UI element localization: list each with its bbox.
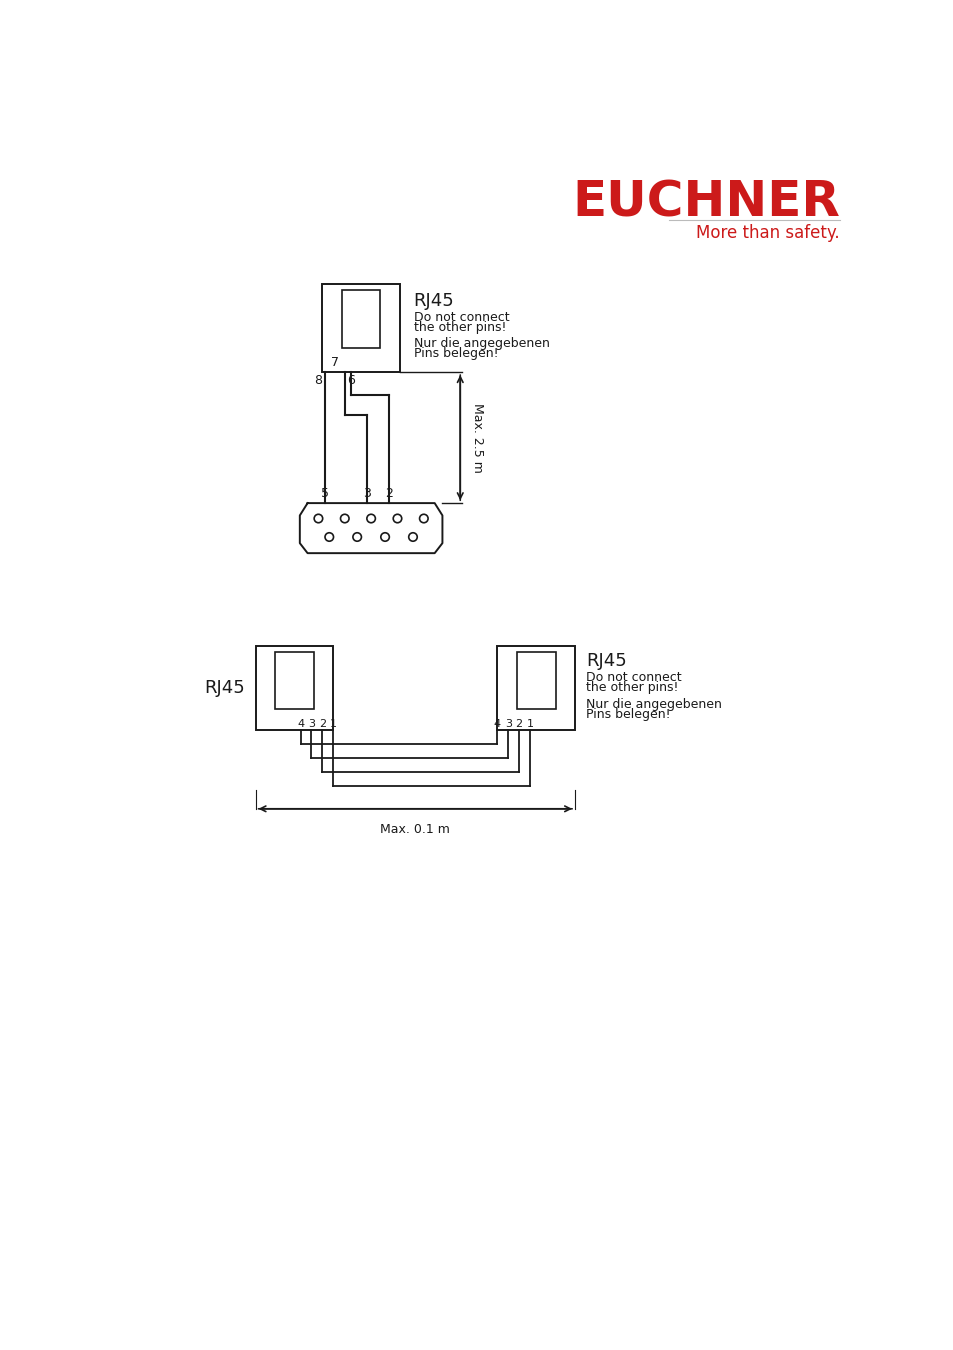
Text: Do not connect: Do not connect: [585, 671, 680, 684]
Bar: [341, 290, 380, 347]
Bar: [274, 652, 314, 710]
Text: 3: 3: [504, 718, 511, 729]
Bar: [497, 645, 575, 730]
Text: 4: 4: [494, 718, 500, 729]
Text: Do not connect: Do not connect: [414, 310, 509, 324]
Text: 2: 2: [385, 487, 393, 500]
Text: Max. 0.1 m: Max. 0.1 m: [380, 822, 450, 836]
Text: More than safety.: More than safety.: [696, 224, 840, 242]
Text: 2: 2: [318, 718, 326, 729]
Text: 8: 8: [314, 374, 322, 386]
Text: 2: 2: [515, 718, 522, 729]
Text: Nur die angegebenen: Nur die angegebenen: [414, 338, 549, 350]
Text: RJ45: RJ45: [585, 652, 626, 670]
Text: the other pins!: the other pins!: [414, 321, 506, 333]
Text: Pins belegen!: Pins belegen!: [414, 347, 497, 360]
Text: 3: 3: [308, 718, 314, 729]
Text: 3: 3: [363, 487, 371, 500]
Text: 1: 1: [330, 718, 336, 729]
Bar: [322, 284, 399, 373]
Text: RJ45: RJ45: [414, 292, 454, 309]
Text: Max. 2.5 m: Max. 2.5 m: [471, 402, 483, 472]
Text: RJ45: RJ45: [204, 679, 245, 697]
Text: Nur die angegebenen: Nur die angegebenen: [585, 698, 720, 710]
Text: 4: 4: [296, 718, 304, 729]
Text: 6: 6: [347, 374, 355, 386]
Bar: [517, 652, 555, 710]
Text: Pins belegen!: Pins belegen!: [585, 707, 670, 721]
Bar: [255, 645, 333, 730]
Text: 1: 1: [526, 718, 533, 729]
Text: 5: 5: [321, 487, 329, 500]
Text: 7: 7: [331, 356, 338, 370]
Text: the other pins!: the other pins!: [585, 682, 678, 694]
Text: EUCHNER: EUCHNER: [572, 178, 840, 225]
